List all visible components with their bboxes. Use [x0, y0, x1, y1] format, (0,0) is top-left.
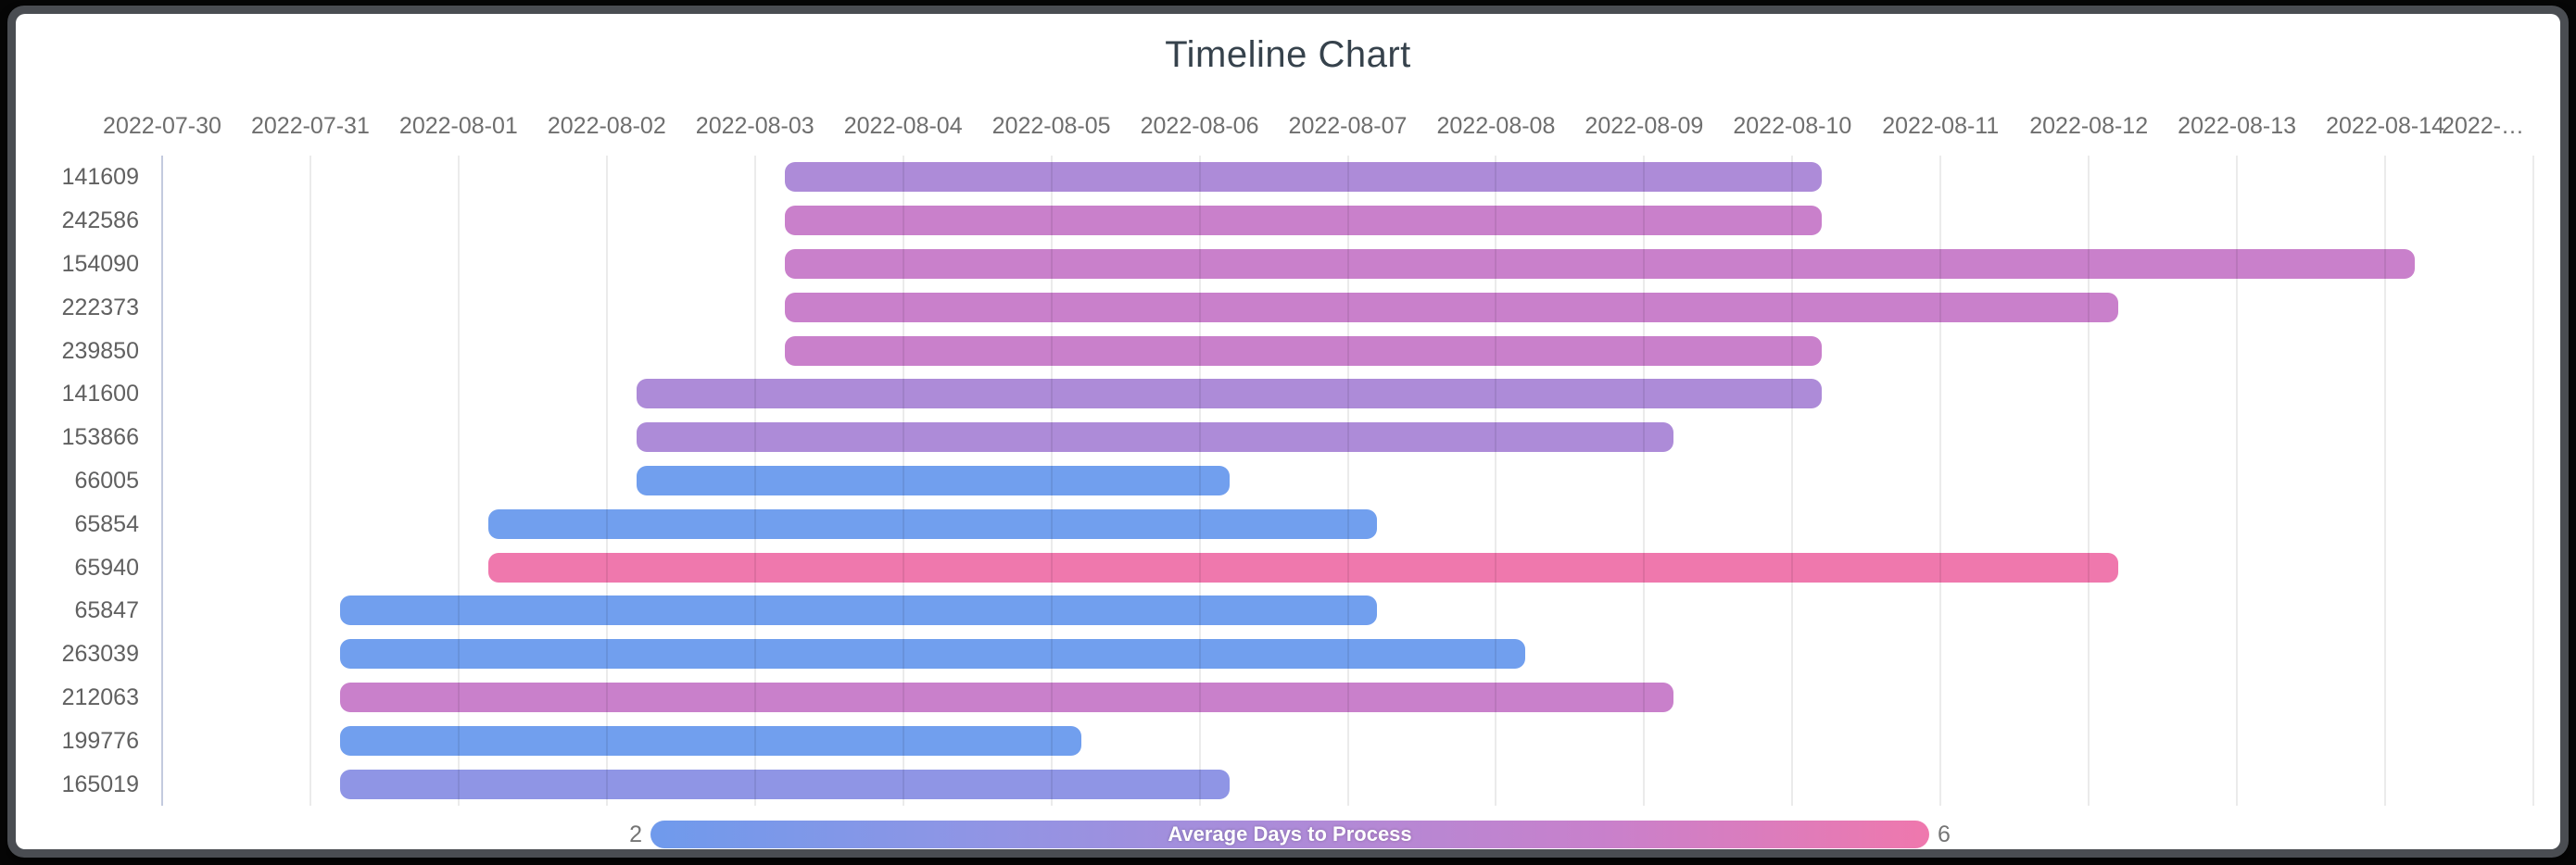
timeline-bar[interactable] [339, 639, 1526, 670]
x-tick-label: 2022-07-31 [250, 113, 370, 139]
timeline-bar[interactable] [784, 162, 1823, 193]
gridline [2236, 156, 2239, 806]
gridline [1346, 156, 1349, 806]
chart-title: Timeline Chart [1165, 34, 1411, 75]
gridline [605, 156, 608, 806]
row-label: 239850 [61, 337, 139, 364]
row-label: 263039 [61, 641, 139, 668]
gridline [1791, 156, 1794, 806]
gridline [1495, 156, 1497, 806]
row-label: 199776 [61, 727, 139, 754]
legend-min-label: 2 [629, 821, 642, 847]
row-label: 154090 [61, 251, 139, 277]
row-label: 65847 [74, 597, 139, 624]
x-tick-label: 2022-08-04 [843, 113, 963, 139]
timeline-bar[interactable] [487, 552, 2119, 583]
x-tick-label: 2022-08-09 [1585, 113, 1704, 139]
x-tick-label: 2022-08-05 [991, 113, 1111, 139]
row-label: 65940 [74, 554, 139, 581]
window-frame: Timeline Chart 2022-07-30 2022-07-31 2022-… [7, 6, 2569, 858]
timeline-bar[interactable] [636, 422, 1674, 453]
timeline-bar[interactable] [339, 683, 1674, 712]
x-tick-label: 2022-08-07 [1288, 113, 1408, 139]
timeline-bar[interactable] [339, 769, 1230, 799]
gridline [1198, 156, 1201, 806]
row-label: 141600 [61, 381, 139, 407]
x-tick-label: 2022-08-13 [2178, 113, 2297, 139]
timeline-bar[interactable] [636, 379, 1823, 409]
x-tick-label: 2022-08-10 [1733, 113, 1852, 139]
timeline-bar[interactable] [784, 249, 2416, 279]
timeline-bar[interactable] [784, 335, 1823, 366]
gridline [309, 156, 311, 806]
gridline [1050, 156, 1053, 806]
gridline [1939, 156, 1942, 806]
legend-max-label: 6 [1938, 821, 1951, 847]
x-tick-label: 2022-08-14 [2326, 113, 2444, 139]
row-label: 242586 [61, 207, 139, 234]
timeline-bar[interactable] [784, 206, 1823, 236]
x-tick-label: 2022-08-02 [547, 113, 666, 139]
x-tick-label: 2022-08-11 [1882, 113, 2000, 139]
row-label: 65854 [74, 510, 139, 537]
gridline [2088, 156, 2090, 806]
gridline [902, 156, 904, 806]
timeline-bar[interactable] [339, 595, 1378, 626]
row-label: 66005 [74, 468, 139, 494]
row-label: 153866 [61, 424, 139, 451]
gridline [1643, 156, 1646, 806]
x-tick-label: 2022-08-12 [2029, 113, 2149, 139]
chart-card: Timeline Chart 2022-07-30 2022-07-31 2022-… [16, 14, 2560, 849]
timeline-bar[interactable] [636, 466, 1230, 495]
row-label: 141609 [61, 164, 139, 191]
row-label: 212063 [61, 684, 139, 710]
x-tick-label: 2022-08-08 [1436, 113, 1556, 139]
row-label: 165019 [61, 771, 139, 797]
chart-canvas: Timeline Chart 2022-07-30 2022-07-31 2022-… [16, 14, 2560, 849]
legend-title: Average Days to Process [1168, 822, 1412, 846]
gridline [457, 156, 460, 806]
timeline-bar[interactable] [339, 725, 1081, 756]
timeline-bar[interactable] [487, 508, 1378, 539]
gridline [753, 156, 756, 806]
x-tick-label: 2022-07-30 [103, 113, 221, 139]
timeline-bar[interactable] [784, 292, 2119, 322]
y-axis-line [161, 156, 163, 806]
row-label: 222373 [61, 294, 139, 320]
gridline [2532, 156, 2534, 806]
gridline [2384, 156, 2387, 806]
legend: 2 Average Days to Process 6 [16, 14, 2560, 849]
x-tick-label: 2022-08-01 [398, 113, 518, 139]
legend-gradient-bar: Average Days to Process [650, 821, 1929, 848]
x-tick-label: 2022-08-06 [1140, 113, 1259, 139]
x-tick-label: 2022-… [2442, 113, 2524, 139]
x-tick-label: 2022-08-03 [695, 113, 814, 139]
